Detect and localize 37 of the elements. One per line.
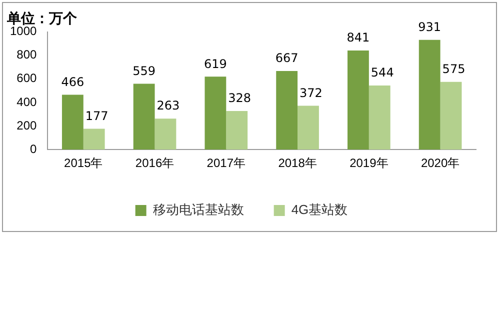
- data-label: 667: [275, 51, 298, 66]
- bar: [298, 106, 319, 150]
- y-tick-label: 0: [30, 142, 38, 156]
- legend-label: 移动电话基站数: [152, 202, 244, 218]
- data-label: 466: [61, 74, 84, 89]
- bar: [83, 128, 105, 150]
- data-label: 372: [300, 86, 322, 100]
- y-tick-label: 800: [16, 48, 38, 62]
- x-tick-label: 2015年: [64, 156, 103, 170]
- data-label: 559: [132, 64, 156, 78]
- data-label: 931: [418, 20, 442, 34]
- y-tick-label: 600: [16, 71, 38, 86]
- bar: [368, 86, 390, 150]
- data-label: 619: [204, 56, 227, 71]
- bar: [154, 118, 176, 150]
- bar: [133, 84, 155, 150]
- data-label: 177: [85, 108, 108, 123]
- x-tick-label: 2018年: [278, 156, 317, 170]
- bar: [418, 40, 440, 150]
- data-label: 544: [370, 66, 394, 80]
- y-tick-label: 400: [16, 94, 38, 109]
- x-tick-label: 2016年: [135, 156, 174, 170]
- x-tick-label: 2017年: [206, 156, 246, 170]
- bar: [440, 82, 462, 150]
- data-label: 263: [156, 98, 180, 113]
- y-tick-label: 200: [16, 118, 38, 132]
- data-label: 328: [228, 91, 252, 106]
- bar: [348, 50, 369, 150]
- bar: [62, 94, 84, 150]
- bar: [276, 71, 298, 150]
- legend-label: 4G基站数: [291, 202, 348, 218]
- bar: [226, 110, 248, 150]
- data-label: 841: [346, 30, 370, 45]
- bar: [204, 76, 226, 150]
- x-tick-label: 2019年: [350, 156, 388, 170]
- data-label: 575: [442, 62, 466, 76]
- x-tick-label: 2020年: [420, 156, 460, 170]
